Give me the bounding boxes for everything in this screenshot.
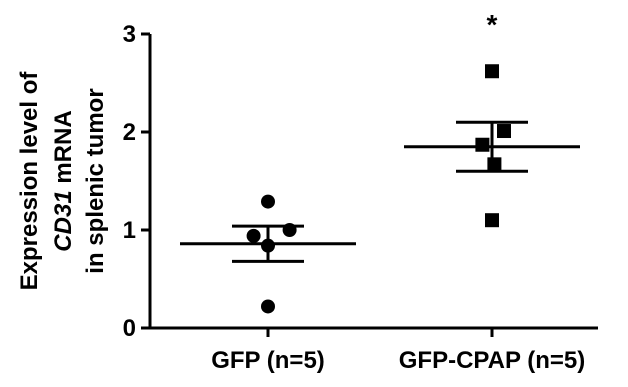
- y-axis-label-text: Expression level of: [16, 71, 43, 291]
- chart-marks: *: [180, 9, 580, 314]
- x-category-label: GFP-CPAP (n=5): [399, 347, 585, 374]
- axes: 0 1 2 3 GFP (n=5) GFP-CPAP (n=5): [123, 21, 598, 374]
- y-axis-label-line: Expression level of: [16, 71, 43, 291]
- data-point-circle: [282, 223, 297, 237]
- data-point-square: [497, 124, 511, 139]
- y-axis-label-text: mRNA: [50, 110, 77, 190]
- data-point-square: [485, 64, 499, 79]
- y-tick-label: 0: [123, 315, 136, 342]
- y-axis-label-line: in splenic tumor: [82, 88, 109, 273]
- data-point-circle: [261, 238, 275, 253]
- y-tick-label: 3: [123, 21, 136, 48]
- y-axis-label-line: CD31 mRNA: [50, 110, 77, 251]
- x-category-label: GFP (n=5): [211, 347, 325, 374]
- data-point-circle: [246, 228, 261, 243]
- data-point-square: [475, 137, 490, 152]
- y-tick-label: 1: [123, 217, 136, 244]
- significance-marker: *: [487, 9, 498, 40]
- y-axis-label-text: CD31: [50, 190, 77, 251]
- data-point-circle: [261, 194, 275, 209]
- data-point-circle: [261, 299, 275, 314]
- y-tick-label: 2: [123, 119, 136, 146]
- data-point-square: [487, 157, 502, 172]
- y-axis-label-text: in splenic tumor: [82, 88, 109, 273]
- y-axis-label: Expression level of CD31 mRNA in splenic t…: [16, 71, 109, 291]
- data-point-square: [485, 213, 499, 228]
